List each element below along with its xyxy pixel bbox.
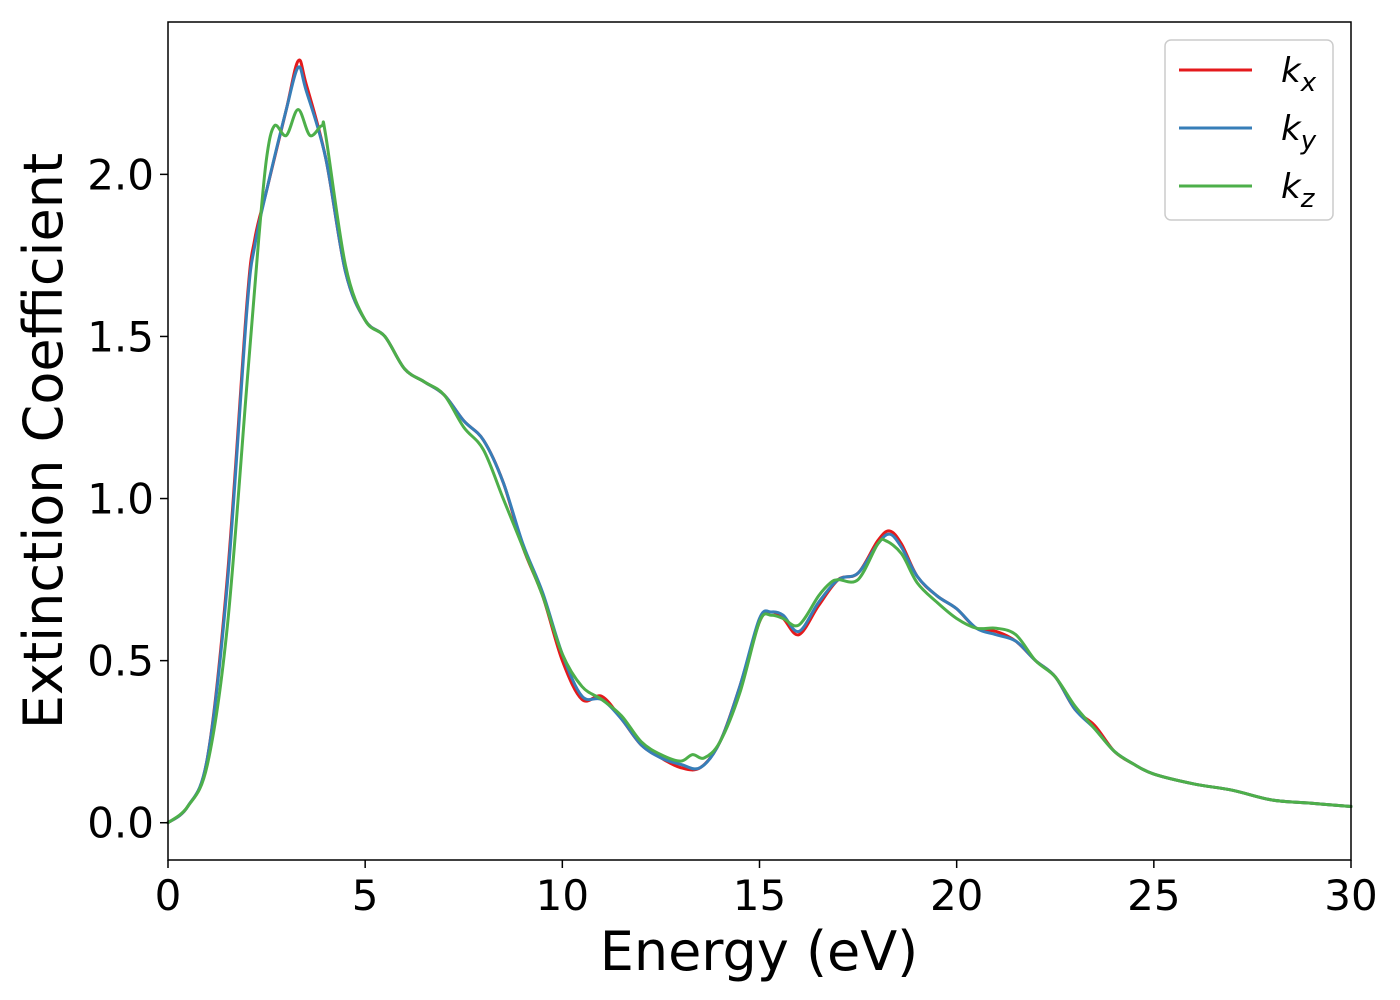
y-axis-ticks: 0.0 0.5 1.0 1.5 2.0 — [87, 150, 168, 848]
legend-label-kz: kz — [1281, 167, 1316, 214]
y-tick-label: 2.0 — [87, 150, 154, 199]
y-tick-label: 0.0 — [87, 799, 154, 848]
x-tick-label: 20 — [930, 871, 983, 920]
legend: kx ky kz — [1164, 39, 1334, 221]
x-tick-label: 25 — [1127, 871, 1180, 920]
x-axis-label: Energy (eV) — [600, 920, 919, 983]
y-tick-label: 1.5 — [87, 312, 154, 361]
y-tick-label: 1.0 — [87, 475, 154, 524]
legend-items: kx ky kz — [1179, 51, 1317, 214]
y-axis-label: Extinction Coefficient — [12, 153, 75, 729]
x-tick-label: 30 — [1324, 871, 1377, 920]
y-tick-label: 0.5 — [87, 637, 154, 686]
x-axis-ticks: 0 5 10 15 20 25 30 — [155, 860, 1378, 920]
series-line-kz — [166, 108, 1353, 825]
x-tick-label: 15 — [733, 871, 786, 920]
series-lines — [166, 58, 1353, 825]
legend-label-kx: kx — [1281, 51, 1317, 98]
x-tick-label: 0 — [155, 871, 182, 920]
legend-box — [1164, 39, 1334, 221]
x-tick-label: 5 — [352, 871, 379, 920]
x-tick-label: 10 — [536, 871, 589, 920]
legend-label-ky: ky — [1281, 109, 1317, 156]
